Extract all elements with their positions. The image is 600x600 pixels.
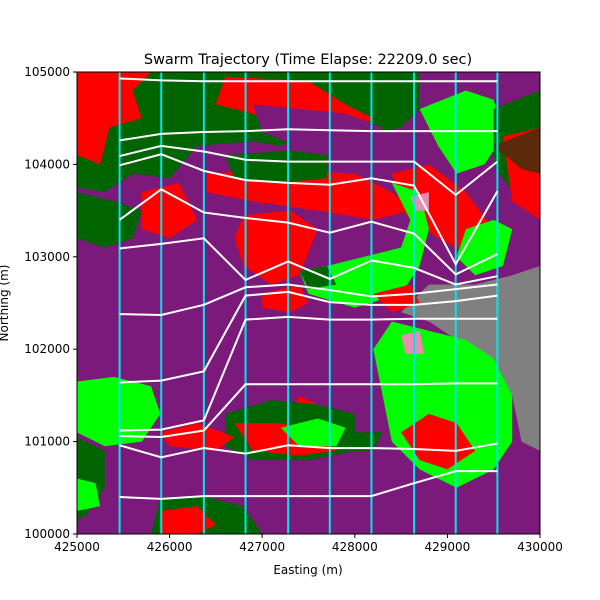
y-tick-label: 103000 (24, 250, 70, 264)
terrain-red-21 (262, 284, 309, 313)
terrain-gray-17 (401, 266, 540, 451)
y-tick-label: 104000 (24, 157, 70, 171)
x-tick-label: 430000 (517, 540, 563, 554)
y-tick-label: 105000 (24, 65, 70, 79)
y-axis: 100000 101000 102000 103000 104000 105000 (24, 65, 77, 541)
terrain-dark_green-6 (225, 150, 328, 183)
trajectory-line (119, 237, 498, 286)
x-tick-label: 427000 (239, 540, 285, 554)
x-tick-label: 426000 (147, 540, 193, 554)
terrain-brown-14 (493, 127, 540, 174)
terrain-pink-23 (401, 330, 425, 354)
trajectory-line (119, 290, 498, 384)
land-cover-map (77, 72, 540, 534)
plot-frame (76, 71, 541, 535)
trajectory-line (119, 382, 498, 438)
trajectory-line (119, 77, 498, 83)
x-tick-label: 425000 (54, 540, 100, 554)
trajectory-line (119, 315, 498, 432)
trajectory-line (119, 144, 499, 197)
transect-lines (118, 72, 499, 534)
y-axis-label: Northing (m) (0, 265, 11, 342)
terrain-red-2 (77, 72, 152, 165)
y-tick-label: 100000 (24, 527, 70, 541)
terrain-dark_green-35 (299, 266, 337, 290)
x-axis: 425000 426000 427000 428000 429000 430000 (54, 534, 563, 554)
trajectory-line (119, 470, 498, 500)
trajectory-line (119, 283, 498, 317)
terrain-dark_green-34 (345, 432, 383, 451)
y-tick-label: 101000 (24, 435, 70, 449)
chart-title: Swarm Trajectory (Time Elapse: 22209.0 s… (144, 52, 472, 68)
trajectory-line (119, 128, 498, 142)
x-tick-label: 428000 (332, 540, 378, 554)
trajectory-line (119, 442, 498, 459)
x-tick-label: 429000 (424, 540, 470, 554)
trajectory-line (119, 188, 498, 276)
terrain-red-33 (160, 423, 235, 451)
terrain-purple-4 (252, 104, 383, 151)
y-tick-label: 102000 (24, 342, 70, 356)
trajectory-line (119, 153, 499, 267)
terrain-red-32 (160, 506, 216, 534)
terrain-red-9 (141, 182, 198, 239)
trajectory-lines (119, 77, 499, 500)
x-axis-label: Easting (m) (273, 563, 342, 577)
terrain-green-30 (77, 478, 101, 511)
terrain-dark_green-8 (77, 192, 142, 248)
